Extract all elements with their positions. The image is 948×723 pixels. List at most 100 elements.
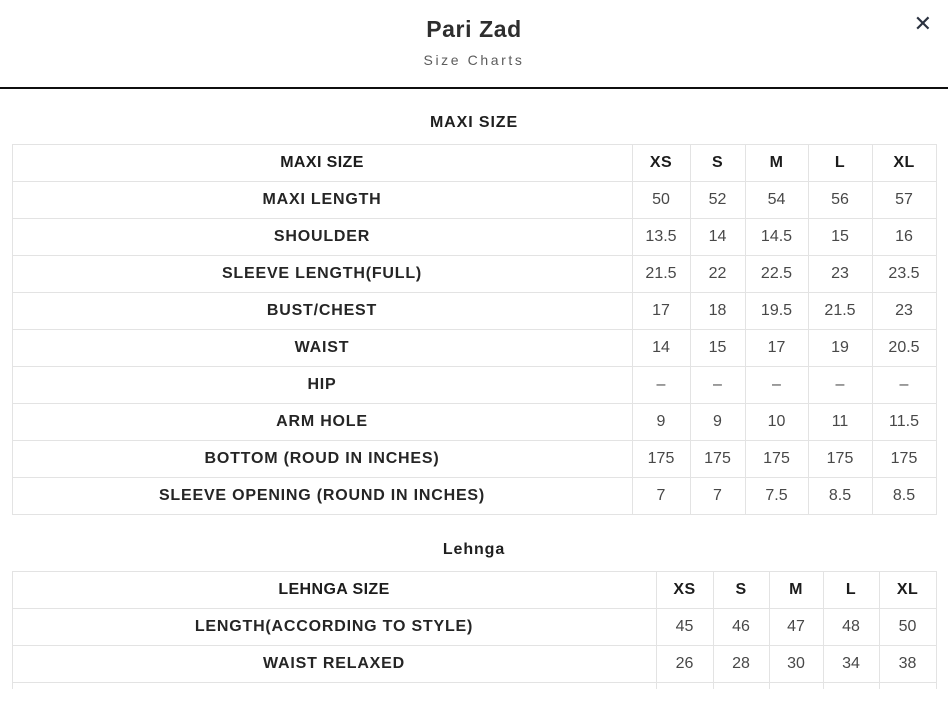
size-value-cell: 52 <box>689 181 746 219</box>
table-row: HIP – – – – – <box>11 366 937 404</box>
size-value-cell: 30 <box>768 645 824 683</box>
size-value-cell: 16 <box>871 218 937 256</box>
size-value-cell: 8.5 <box>807 477 873 515</box>
table-row: BUST/CHEST 17 18 19.5 21.5 23 <box>11 292 937 330</box>
table-header-row: MAXI SIZE XS S M L XL <box>11 144 937 182</box>
size-value-cell: 8.5 <box>871 477 937 515</box>
table-row: SLEEVE OPENING (ROUND IN INCHES) 7 7 7.5 8.5… <box>11 477 937 515</box>
size-value-cell: 15 <box>689 329 746 367</box>
size-header-cell: M <box>768 571 824 609</box>
size-value-cell <box>822 682 880 689</box>
size-value-cell: – <box>689 366 746 404</box>
size-header-cell: XL <box>878 571 937 609</box>
size-value-cell <box>712 682 770 689</box>
size-header-cell: XL <box>871 144 937 182</box>
modal-header: Pari Zad Size Charts ✕ <box>0 0 948 89</box>
size-value-cell: 175 <box>631 440 691 478</box>
size-header-cell: S <box>712 571 770 609</box>
size-value-cell: 175 <box>689 440 746 478</box>
row-label-cell <box>11 682 657 689</box>
size-value-cell: 48 <box>822 608 880 646</box>
row-label-cell: BOTTOM (ROUD IN INCHES) <box>11 440 633 478</box>
size-value-cell: 7 <box>631 477 691 515</box>
size-value-cell: 47 <box>768 608 824 646</box>
table-row: BOTTOM (ROUD IN INCHES) 175 175 175 175 175 <box>11 440 937 478</box>
size-charts-body: MAXI SIZE MAXI SIZE XS S M L XL MAXI LENGTH 50 5… <box>0 114 948 689</box>
size-value-cell: 22.5 <box>744 255 809 293</box>
size-value-cell: 20.5 <box>871 329 937 367</box>
size-value-cell: 54 <box>744 181 809 219</box>
lehnga-size-table: LEHNGA SIZE XS S M L XL LENGTH(ACCORDING TO ST… <box>11 571 937 689</box>
lehnga-table-clip: LEHNGA SIZE XS S M L XL LENGTH(ACCORDING TO ST… <box>0 571 948 689</box>
size-value-cell: 19.5 <box>744 292 809 330</box>
size-value-cell: – <box>871 366 937 404</box>
table-row: SLEEVE LENGTH(FULL) 21.5 22 22.5 23 23.5 <box>11 255 937 293</box>
section-title-maxi-size: MAXI SIZE <box>429 114 519 131</box>
size-value-cell: 23.5 <box>871 255 937 293</box>
size-value-cell: 13.5 <box>631 218 691 256</box>
row-label-cell: BUST/CHEST <box>11 292 633 330</box>
close-icon[interactable]: ✕ <box>913 12 932 37</box>
size-header-cell: S <box>689 144 746 182</box>
size-value-cell: 21.5 <box>807 292 873 330</box>
size-value-cell: 11.5 <box>871 403 937 441</box>
size-value-cell: 23 <box>871 292 937 330</box>
size-value-cell: 15 <box>807 218 873 256</box>
row-label-cell: ARM HOLE <box>11 403 633 441</box>
maxi-size-table-body: MAXI SIZE XS S M L XL MAXI LENGTH 50 52 54 56 57 SHO… <box>11 144 937 515</box>
size-value-cell: 11 <box>807 403 873 441</box>
size-value-cell: 50 <box>878 608 937 646</box>
size-value-cell <box>768 682 824 689</box>
row-label-cell: SLEEVE LENGTH(FULL) <box>11 255 633 293</box>
size-header-cell: L <box>807 144 873 182</box>
size-value-cell: – <box>631 366 691 404</box>
size-value-cell: 14.5 <box>744 218 809 256</box>
size-value-cell: 28 <box>712 645 770 683</box>
size-header-cell: L <box>822 571 880 609</box>
size-value-cell: 14 <box>689 218 746 256</box>
page-subtitle: Size Charts <box>423 52 525 68</box>
size-value-cell: 175 <box>807 440 873 478</box>
size-value-cell: 21.5 <box>631 255 691 293</box>
size-value-cell: 9 <box>689 403 746 441</box>
size-value-cell: 56 <box>807 181 873 219</box>
row-label-cell: SHOULDER <box>11 218 633 256</box>
size-header-cell: XS <box>631 144 691 182</box>
size-value-cell: 14 <box>631 329 691 367</box>
size-value-cell: 57 <box>871 181 937 219</box>
row-label-cell: HIP <box>11 366 633 404</box>
maxi-size-table: MAXI SIZE XS S M L XL MAXI LENGTH 50 52 54 56 57 SHO… <box>11 144 937 515</box>
table-row: LENGTH(ACCORDING TO STYLE) 45 46 47 48 50 <box>11 608 937 646</box>
size-value-cell: 26 <box>655 645 714 683</box>
size-value-cell: 17 <box>631 292 691 330</box>
row-label-cell: WAIST <box>11 329 633 367</box>
row-label-cell: MAXI SIZE <box>11 144 633 182</box>
table-row: WAIST RELAXED 26 28 30 34 38 <box>11 645 937 683</box>
size-value-cell <box>655 682 714 689</box>
size-chart-modal: Pari Zad Size Charts ✕ MAXI SIZE MAXI SI… <box>0 0 948 689</box>
row-label-cell: MAXI LENGTH <box>11 181 633 219</box>
size-value-cell: 7.5 <box>744 477 809 515</box>
size-value-cell: – <box>807 366 873 404</box>
size-value-cell: – <box>744 366 809 404</box>
size-header-cell: XS <box>655 571 714 609</box>
lehnga-table-body: LEHNGA SIZE XS S M L XL LENGTH(ACCORDING TO ST… <box>11 571 937 689</box>
size-value-cell: 18 <box>689 292 746 330</box>
row-label-cell: LEHNGA SIZE <box>11 571 657 609</box>
row-label-cell: WAIST RELAXED <box>11 645 657 683</box>
size-value-cell: 38 <box>878 645 937 683</box>
size-value-cell: 17 <box>744 329 809 367</box>
size-value-cell <box>878 682 937 689</box>
table-header-row: LEHNGA SIZE XS S M L XL <box>11 571 937 609</box>
size-value-cell: 23 <box>807 255 873 293</box>
size-value-cell: 175 <box>744 440 809 478</box>
row-label-cell: LENGTH(ACCORDING TO STYLE) <box>11 608 657 646</box>
row-label-cell: SLEEVE OPENING (ROUND IN INCHES) <box>11 477 633 515</box>
size-value-cell: 46 <box>712 608 770 646</box>
table-row: ARM HOLE 9 9 10 11 11.5 <box>11 403 937 441</box>
table-row-partial <box>11 682 937 689</box>
page-title: Pari Zad <box>426 16 522 42</box>
table-row: SHOULDER 13.5 14 14.5 15 16 <box>11 218 937 256</box>
size-value-cell: 10 <box>744 403 809 441</box>
size-value-cell: 50 <box>631 181 691 219</box>
